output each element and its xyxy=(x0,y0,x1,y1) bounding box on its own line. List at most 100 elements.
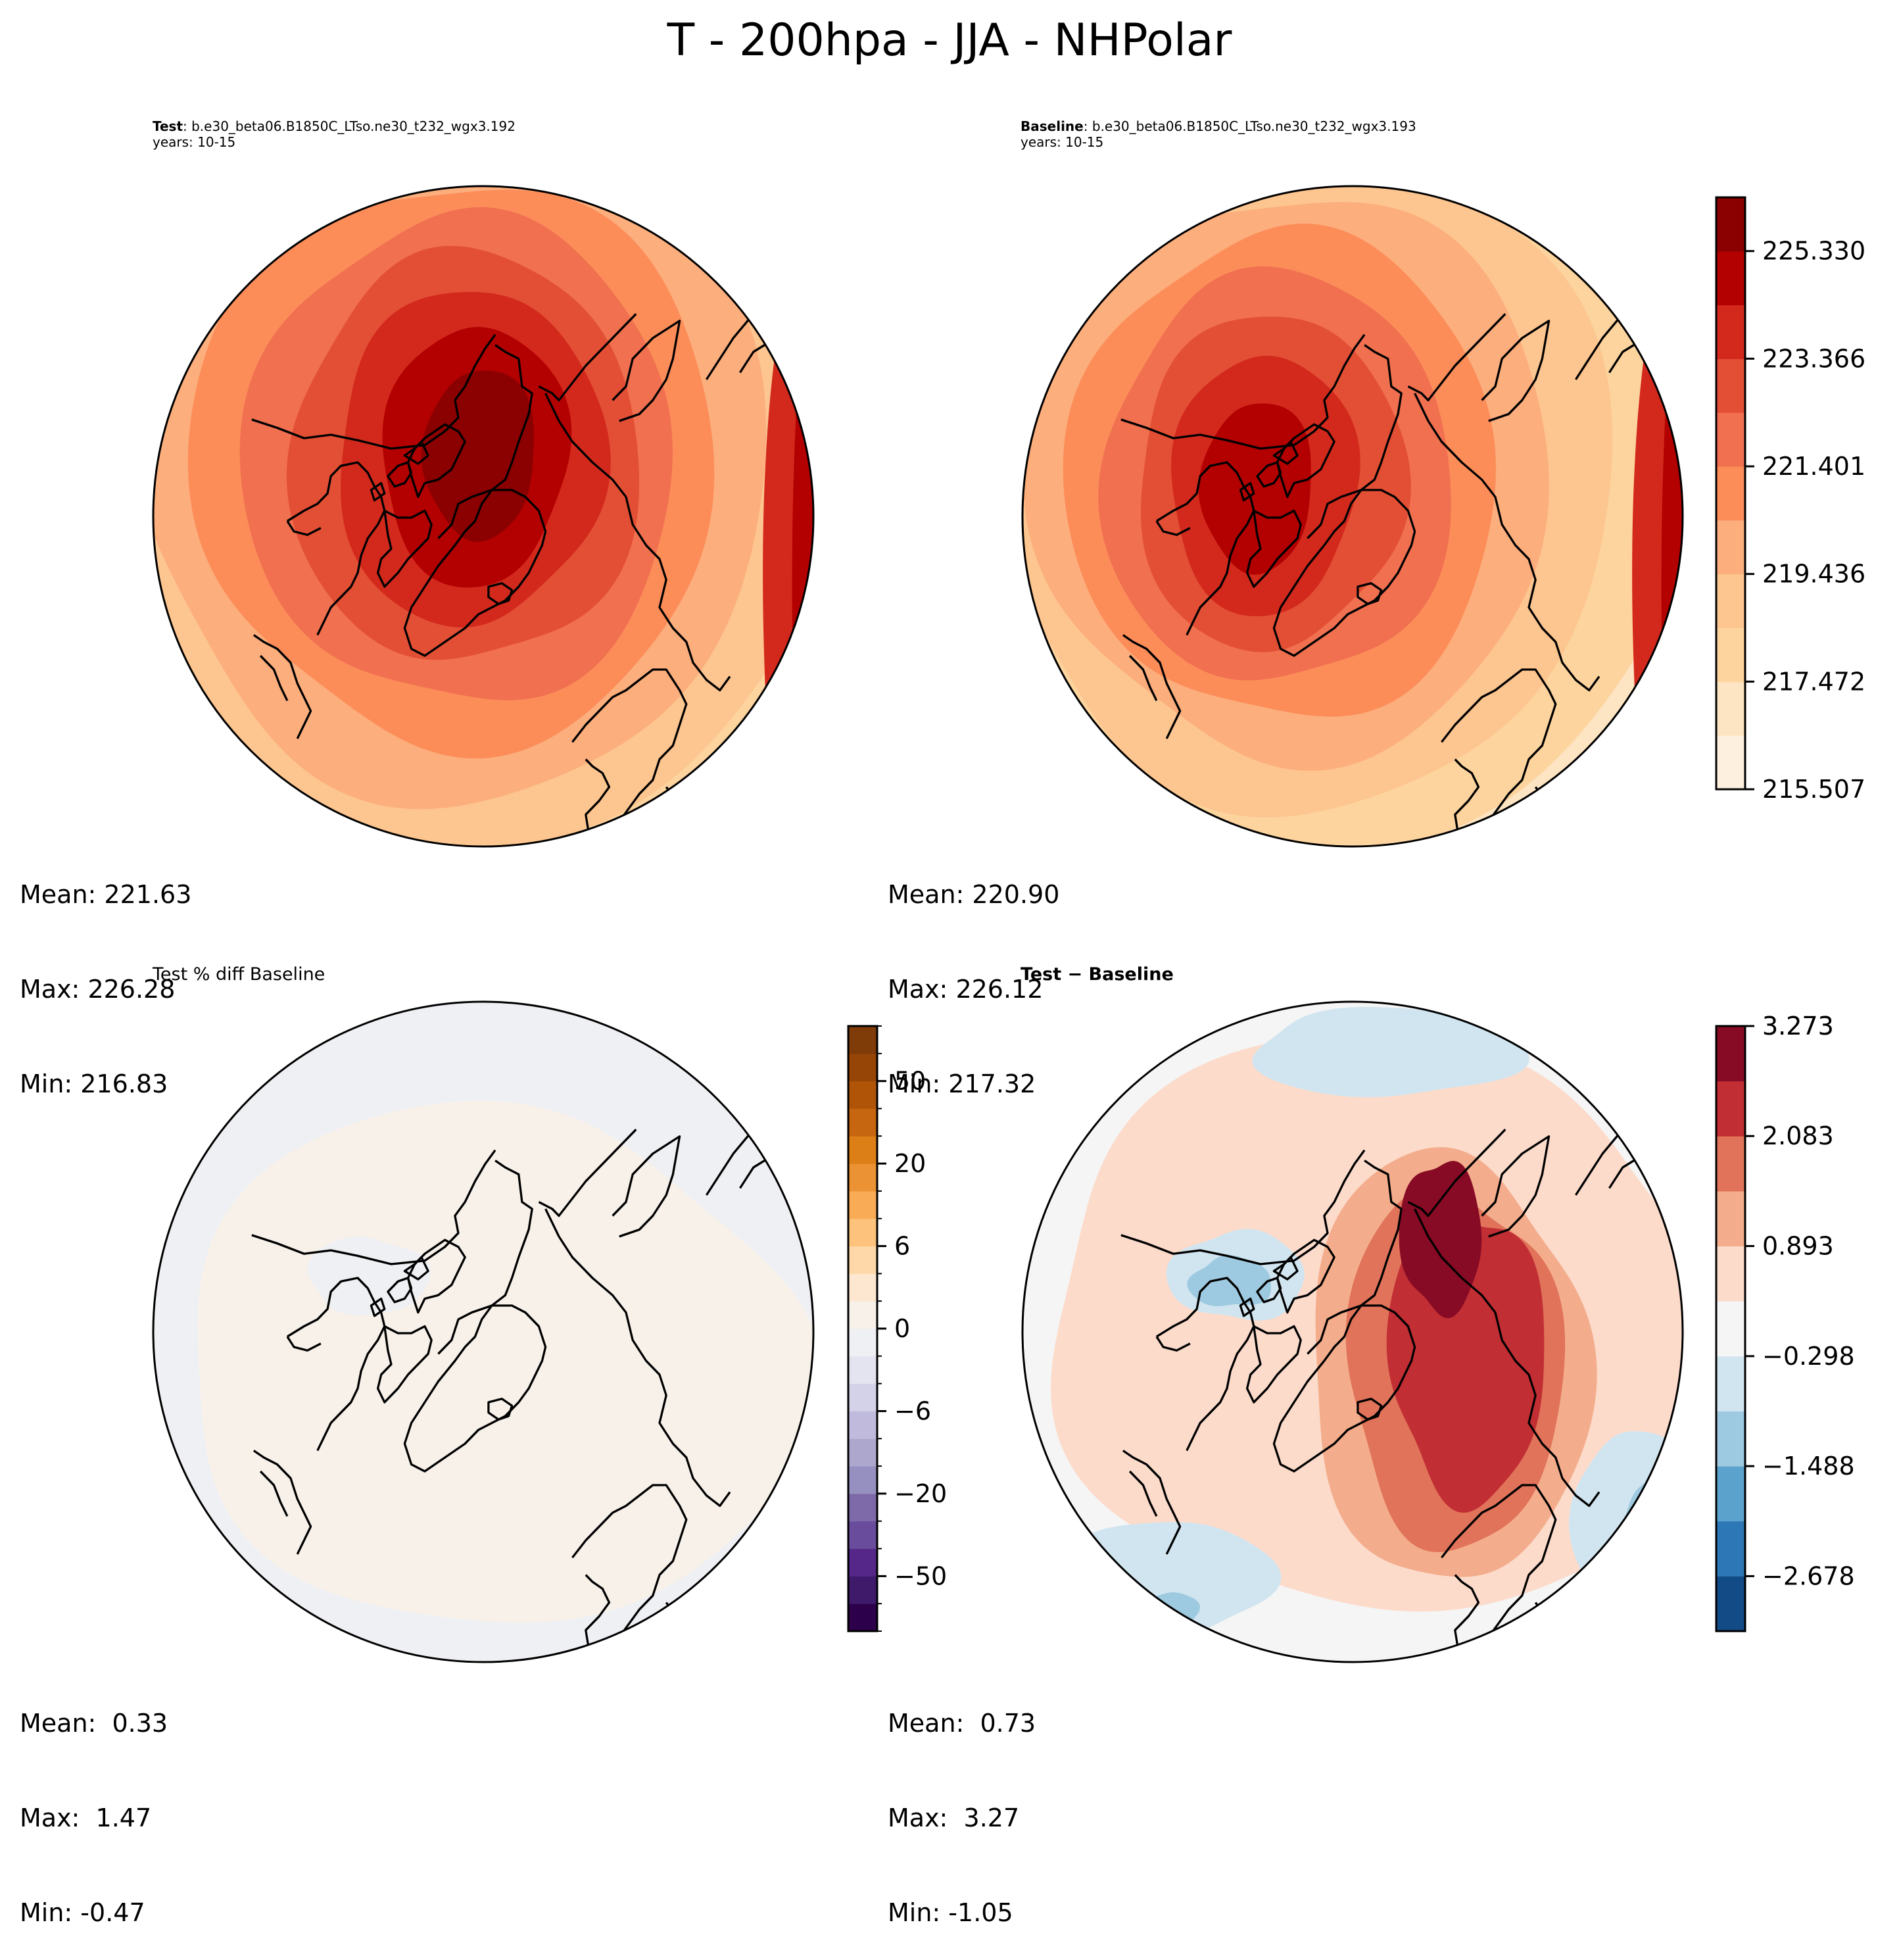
colorbar-segment xyxy=(848,1604,877,1632)
coastline xyxy=(1441,1484,1557,1662)
coastline xyxy=(1481,320,1550,422)
coastline xyxy=(376,1325,433,1404)
colorbar-segment xyxy=(848,1329,877,1357)
coastline xyxy=(1307,344,1403,539)
colorbar-segment xyxy=(1716,466,1745,521)
colorbar-segment xyxy=(1716,412,1745,467)
coastline xyxy=(1272,440,1299,465)
colorbar-segment xyxy=(848,1411,877,1439)
colorbar-segment xyxy=(1716,627,1745,682)
panel-subtitle-test: years: 10-15 xyxy=(153,134,236,150)
coastline xyxy=(1643,323,1670,333)
colorbar-tick-label: 2.083 xyxy=(1762,1121,1834,1150)
coastline xyxy=(1481,1135,1550,1238)
coastline xyxy=(437,344,533,539)
colorbar-segment xyxy=(1716,1190,1745,1247)
colorbar-tick-label: −50 xyxy=(894,1561,947,1590)
coastline xyxy=(1272,1256,1299,1281)
stat-mean: Mean: 220.90 xyxy=(888,880,1060,909)
coastline xyxy=(1120,333,1366,450)
panel-subtitle-baseline: years: 10-15 xyxy=(1021,134,1104,150)
colorbar-tick-label: 215.507 xyxy=(1762,775,1865,804)
coastline xyxy=(259,1470,289,1517)
panel-title-diff: Test − Baseline xyxy=(1021,964,1174,985)
coastline xyxy=(537,841,570,846)
coastline xyxy=(287,1277,386,1452)
coastline xyxy=(773,323,801,333)
coastline xyxy=(251,333,496,450)
stat-max: Max: 226.28 xyxy=(20,975,176,1004)
colorbar-segment xyxy=(1716,520,1745,575)
coastline xyxy=(1245,1325,1302,1404)
contour-level-8 xyxy=(421,370,534,542)
colorbar-tick-label: 219.436 xyxy=(1762,560,1865,589)
coastline xyxy=(1505,967,1535,974)
colorbar-tick-label: −20 xyxy=(894,1479,947,1508)
colorbar-segment xyxy=(848,1356,877,1384)
colorbar-segment xyxy=(848,1218,877,1247)
colorbar-segment xyxy=(1716,197,1745,252)
coastline xyxy=(406,1238,466,1314)
colorbar-segment xyxy=(1716,1081,1745,1137)
colorbar-segment xyxy=(848,1053,877,1082)
coastline xyxy=(1256,1277,1282,1304)
panel-title-pctdiff: Test % diff Baseline xyxy=(153,964,325,985)
coastline xyxy=(1272,489,1416,657)
coastline xyxy=(1643,1139,1670,1148)
colorbar-segment xyxy=(848,1136,877,1164)
coastline xyxy=(1245,509,1302,588)
contour-level-9 xyxy=(1145,1592,1201,1632)
coastline xyxy=(1414,393,1600,692)
coastline xyxy=(437,1160,533,1355)
colorbar-segment xyxy=(848,1246,877,1274)
stat-max: Max: 3.27 xyxy=(888,1803,1020,1832)
coastline xyxy=(1505,1782,1535,1790)
coastline xyxy=(1122,634,1182,739)
colorbar-segment xyxy=(848,1026,877,1054)
stat-mean: Mean: 0.73 xyxy=(888,1709,1036,1738)
colorbar-tick-label: −2.678 xyxy=(1762,1561,1855,1590)
coastline xyxy=(1239,1297,1255,1317)
coastline xyxy=(403,440,429,465)
colorbar-segment xyxy=(1716,681,1745,736)
colorbar-tick-label: 221.401 xyxy=(1762,452,1865,481)
colorbar-segment xyxy=(1716,251,1745,306)
coastline xyxy=(1155,520,1191,536)
coastline xyxy=(544,1208,731,1507)
map-pctdiff xyxy=(152,1000,815,1663)
colorbar-segment xyxy=(1716,1136,1745,1192)
coastline xyxy=(612,1135,681,1238)
colorbar-tick-label: 225.330 xyxy=(1762,237,1865,266)
coastline xyxy=(406,423,466,499)
coastline xyxy=(387,461,413,488)
contour-fills xyxy=(153,186,813,977)
colorbar-segment xyxy=(848,1190,877,1219)
coastline xyxy=(559,918,583,977)
contour-level-10 xyxy=(1661,282,1683,846)
coastline xyxy=(559,1734,583,1792)
contour-fills xyxy=(1022,1002,1683,1790)
coastline xyxy=(571,1484,688,1662)
map-boundary xyxy=(1021,185,1684,848)
coastline xyxy=(251,1149,496,1265)
colorbar-segment xyxy=(848,1081,877,1109)
colorbar-segment xyxy=(848,1108,877,1137)
colorbar-segment xyxy=(1716,1026,1745,1082)
stat-min: Min: 217.32 xyxy=(888,1069,1036,1098)
coastline xyxy=(487,1398,514,1421)
colorbar-segment xyxy=(1716,1576,1745,1632)
map-test xyxy=(152,185,815,848)
coastline xyxy=(1156,461,1255,636)
coastline xyxy=(1156,1277,1255,1452)
contour-level-10 xyxy=(792,282,813,846)
colorbar-segment xyxy=(1716,735,1745,790)
coastline xyxy=(1276,423,1335,499)
coastline xyxy=(487,582,514,605)
colorbar-segment xyxy=(1716,574,1745,629)
colorbar-tick-label: −6 xyxy=(894,1396,931,1425)
stat-min: Min: 216.83 xyxy=(20,1069,168,1098)
map-baseline xyxy=(1021,185,1684,848)
colorbar-tick-label: 50 xyxy=(894,1067,926,1096)
coastline xyxy=(1155,1336,1191,1352)
map-boundary xyxy=(1021,1000,1684,1663)
